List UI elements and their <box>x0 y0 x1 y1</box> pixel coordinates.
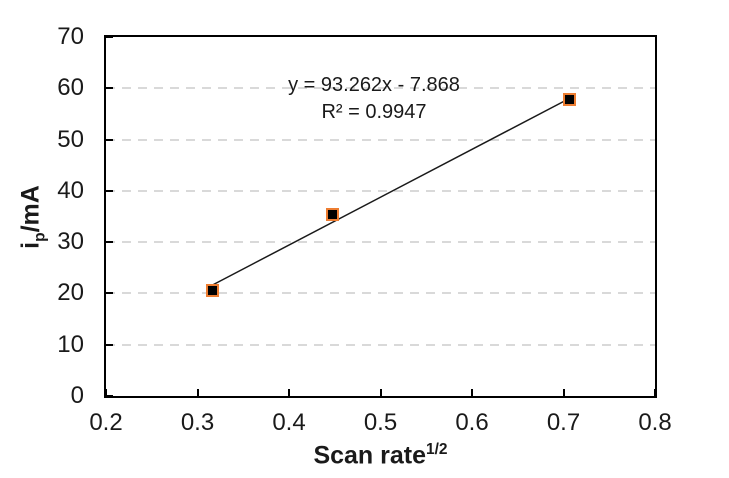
x-axis-title: Scan rate1/2 <box>104 441 657 470</box>
y-tick-label: 0 <box>70 382 84 409</box>
y-axis-tick <box>106 87 113 90</box>
x-tick-label: 0.6 <box>455 409 489 436</box>
y-axis-tick <box>106 343 113 346</box>
y-axis-tick <box>106 292 113 295</box>
y-tick-label: 30 <box>57 228 84 256</box>
x-axis-tick <box>105 389 107 396</box>
y-tick-label: 40 <box>57 176 84 204</box>
plot-area <box>104 35 657 398</box>
y-tick-label: 70 <box>57 23 84 50</box>
y-tick-label: 10 <box>57 330 84 358</box>
x-axis-title-superscript: 1/2 <box>426 441 448 458</box>
gridline <box>106 343 655 346</box>
trendline <box>211 97 571 286</box>
x-axis-tick <box>471 389 473 396</box>
y-axis-tick <box>106 241 113 244</box>
gridline <box>106 189 655 192</box>
x-tick-label: 0.7 <box>546 409 581 436</box>
x-tick-label: 0.8 <box>638 409 672 436</box>
x-tick-label: 0.4 <box>272 409 306 436</box>
data-point-marker <box>563 93 577 107</box>
x-tick-label: 0.2 <box>89 409 123 436</box>
gridline <box>106 138 655 141</box>
x-axis-tick <box>654 389 656 396</box>
gridline <box>106 292 655 295</box>
y-tick-label: 50 <box>57 125 84 153</box>
y-tick-label: 20 <box>57 279 84 307</box>
y-axis-tick <box>106 395 113 397</box>
r-squared-line: R² = 0.9947 <box>321 101 427 123</box>
gridline <box>106 87 655 90</box>
gridline <box>106 241 655 244</box>
x-axis-tick <box>562 389 565 396</box>
x-axis-title-text: Scan rate <box>313 441 426 470</box>
x-axis-tick <box>196 389 199 396</box>
x-tick-label: 0.5 <box>363 409 398 436</box>
y-axis-tick <box>106 138 113 141</box>
y-axis-tick <box>106 36 113 38</box>
trendline-equation: y = 93.262x - 7.868 R² = 0.9947 <box>238 72 510 126</box>
x-tick-label: 0.3 <box>180 409 215 436</box>
data-point-marker <box>325 208 339 222</box>
data-point-marker <box>205 283 219 297</box>
y-axis-tick <box>106 189 113 192</box>
x-axis-tick <box>379 389 382 396</box>
y-tick-label: 60 <box>57 74 84 102</box>
equation-line: y = 93.262x - 7.868 <box>288 74 460 96</box>
x-axis-tick <box>288 389 290 396</box>
